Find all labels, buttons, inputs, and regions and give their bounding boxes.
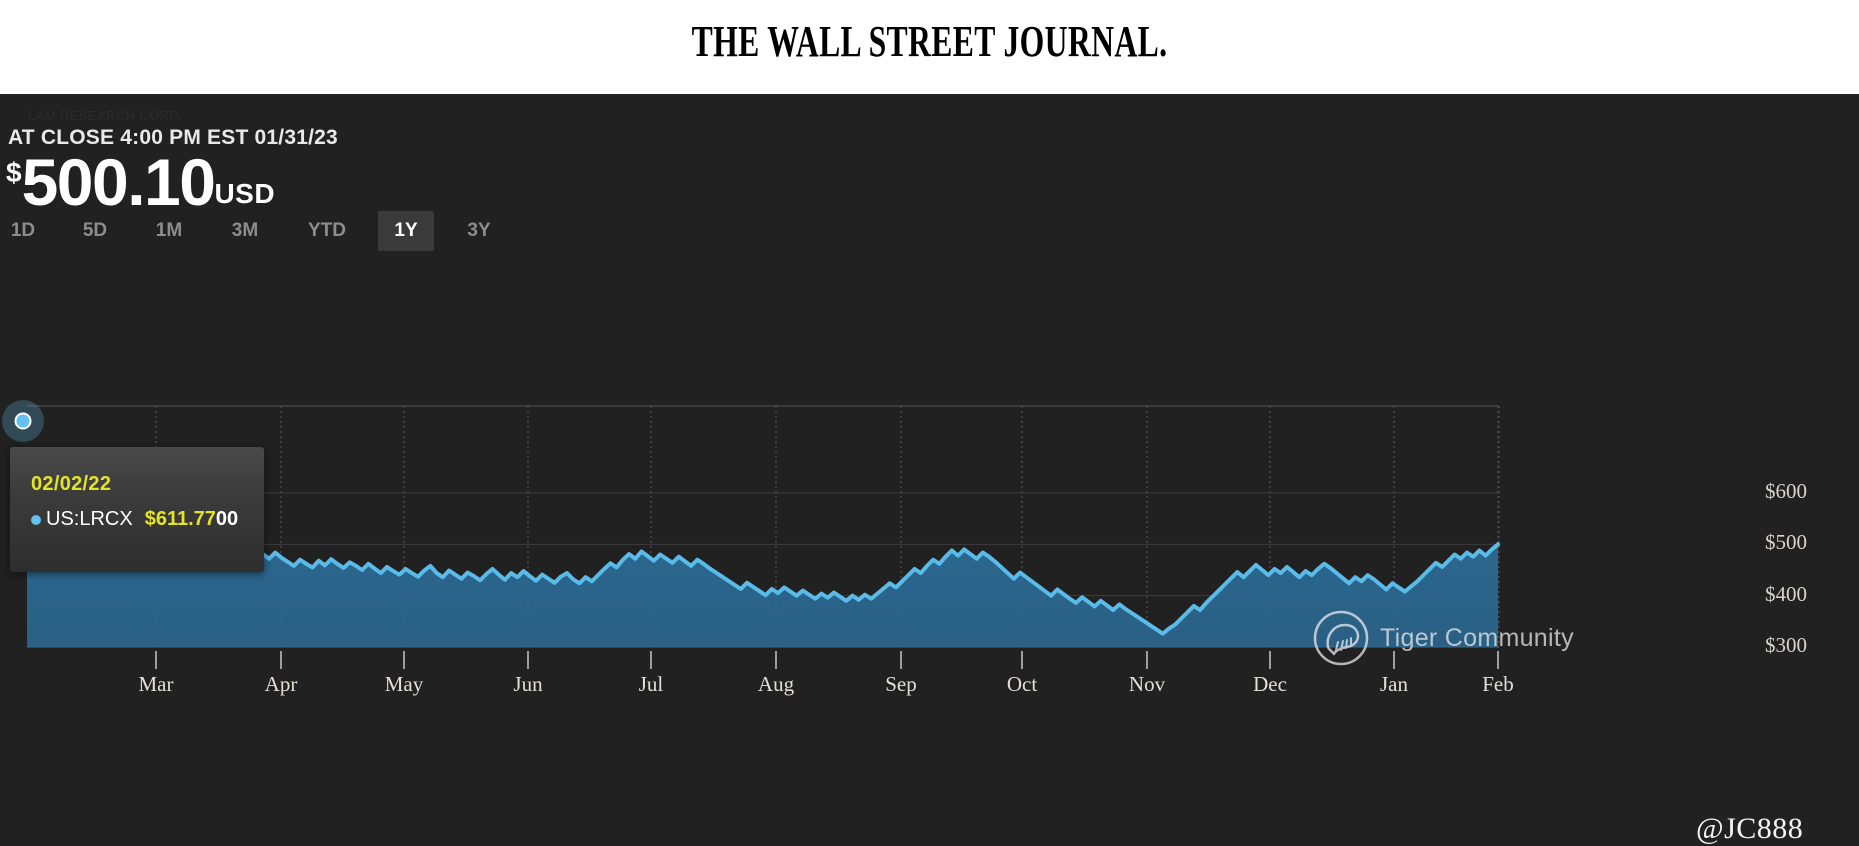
x-axis-label-jul: Jul [638, 672, 664, 696]
x-axis-label-nov: Nov [1128, 672, 1166, 696]
price-area-fill [27, 486, 1498, 647]
y-axis-label-600: $600 [1765, 479, 1807, 503]
currency-code: USD [214, 178, 276, 209]
market-status-line: AT CLOSE 4:00 PM EST 01/31/23 [8, 126, 338, 149]
tiger-watermark-label: Tiger Community [1380, 623, 1574, 652]
tooltip-price-tail: 00 [215, 508, 239, 530]
masthead: THE WALL STREET JOURNAL. [0, 0, 1859, 94]
y-axis-label-300: $300 [1765, 633, 1807, 657]
range-tab-ytd[interactable]: YTD [308, 220, 346, 241]
y-axis-label-500: $500 [1765, 530, 1807, 555]
tooltip-price: $611.7700 [145, 508, 238, 531]
wsj-logo[interactable]: THE WALL STREET JOURNAL. [691, 17, 1168, 66]
tooltip-date: 02/02/22 [31, 473, 112, 495]
company-name-ghost: LAM RESEARCH CORP. [28, 108, 181, 123]
x-axis-label-aug: Aug [757, 672, 795, 696]
price-chart[interactable]: $300 $400 $500 $600 Mar Apr May Jun Jul Aug Sep Oc… [0, 254, 1859, 845]
x-axis-label-jan: Jan [1380, 672, 1408, 696]
x-axis-label-mar: Mar [138, 672, 174, 696]
user-watermark: @JC888 [1696, 812, 1804, 845]
chart-tooltip: 02/02/22 US:LRCX $611.7700 [10, 447, 264, 572]
x-axis-label-may: May [384, 672, 424, 696]
x-axis-label-dec: Dec [1253, 672, 1287, 696]
range-tab-3m[interactable]: 3M [231, 220, 259, 241]
tiger-community-watermark: Tiger Community [1312, 609, 1574, 667]
currency-symbol: $ [6, 157, 22, 188]
chart-canvas [25, 405, 1500, 669]
x-axis-label-sep: Sep [885, 672, 917, 696]
price-value: 500.10 [21, 145, 216, 219]
range-tab-3y[interactable]: 3Y [467, 220, 491, 241]
quote-panel: LAM RESEARCH CORP. AT CLOSE 4:00 PM EST … [0, 94, 1859, 845]
y-axis-label-400: $400 [1765, 581, 1807, 606]
tooltip-symbol: US:LRCX [46, 508, 133, 530]
price-line[interactable] [25, 484, 1500, 636]
hover-marker-dot[interactable] [14, 412, 32, 430]
tiger-logo-icon [1313, 610, 1369, 666]
x-axis-label-feb: Feb [1482, 672, 1514, 696]
x-axis-label-apr: Apr [264, 672, 298, 696]
x-axis-label-oct: Oct [1006, 672, 1038, 696]
series-color-dot [31, 514, 41, 525]
range-tab-1m[interactable]: 1M [155, 220, 183, 241]
price-display: $500.10USD [6, 149, 275, 215]
range-tab-1y[interactable]: 1Y [378, 211, 434, 251]
range-tab-1d[interactable]: 1D [10, 220, 36, 241]
tooltip-price-main: $611.77 [144, 508, 216, 530]
tooltip-series-row: US:LRCX $611.7700 [31, 508, 264, 531]
range-tab-5d[interactable]: 5D [82, 220, 108, 241]
x-axis-label-jun: Jun [513, 672, 543, 696]
